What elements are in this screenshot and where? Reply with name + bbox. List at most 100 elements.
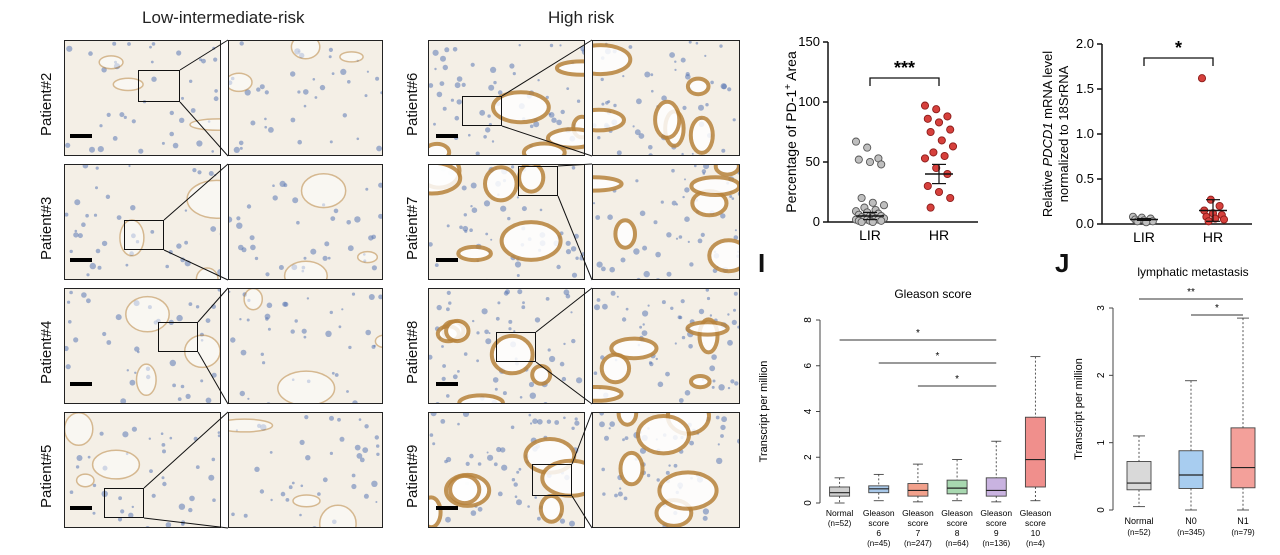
box [829,486,851,497]
row-label-patient-7: Patient#7 [404,196,421,260]
y-axis-label-line2: normalized to 18SrRNA [1056,65,1071,202]
overview-tile [428,412,585,528]
y-tick-label: 50 [806,154,820,169]
data-point [923,181,932,191]
zoom-region-box [138,70,180,102]
data-point [920,101,930,110]
y-axis-label: Percentage of PD-1+ Area [783,51,799,213]
data-point [932,105,941,114]
y-label-sup: + [783,84,794,90]
data-point [946,125,955,134]
x-tick-label: Gleason [941,508,973,518]
x-tick-label: 7 [916,528,921,538]
zoom-region-box [158,322,198,352]
data-point [937,136,946,145]
x-tick-label: (n=52) [828,519,852,528]
data-point [926,203,935,212]
y-tick-label: 8 [803,317,814,323]
significance-bracket [1143,57,1214,66]
title-low-intermediate-risk: Low-intermediate-risk [142,8,305,27]
x-tick-label: 10 [1031,528,1041,538]
zoom-region-box [532,464,572,496]
zoom-tile [592,412,740,528]
data-point [877,216,886,225]
data-point [926,127,935,137]
significance-label: * [1215,303,1219,314]
chart-pd1-area: 0 50 100 150 LIR HR *** Percentage of PD-1+ Are… [783,34,978,243]
x-tick-label: 9 [994,528,999,538]
box [1126,461,1152,491]
y-tick-label: 0 [813,214,820,229]
box [1024,416,1046,488]
chart-lymphatic-metastasis: lymphatic metastasis 0 1 2 3 Transcript per m… [1073,265,1256,537]
box [985,477,1007,497]
x-tick-label: score [908,518,929,528]
y-label-gene: PDCD1 [1040,122,1055,166]
data-point [929,148,938,157]
x-tick-label: score [947,518,968,528]
x-tick-label: (n=136) [982,539,1010,548]
y-label-pre: Relative [1040,167,1055,218]
y-tick-label: 2 [1096,372,1107,378]
box [1178,450,1204,489]
significance-label: *** [894,58,915,78]
x-tick-label: N0 [1185,516,1197,526]
y-tick-label: 100 [798,94,820,109]
scale-bar [70,258,92,262]
x-tick-label: LIR [859,227,881,243]
row-label-patient-5: Patient#5 [38,444,55,508]
y-tick-label: 1.5 [1076,81,1094,96]
box [946,479,968,495]
data-point [934,187,944,197]
data-point [868,198,877,207]
y-label-post: mRNA level [1040,51,1055,123]
x-tick-label: score [868,518,889,528]
zoom-tile [228,164,383,280]
x-tick-label: (n=345) [1177,528,1205,537]
x-tick-label: LIR [1133,229,1155,245]
data-point [934,118,944,127]
data-point [877,160,886,169]
data-point [1219,215,1229,224]
x-tick-label: Gleason [902,508,934,518]
y-tick-label: 0 [803,500,814,506]
data-point [948,142,958,151]
scale-bar [70,506,92,510]
x-tick-label: (n=64) [945,539,969,548]
zoom-tile [228,288,383,404]
y-label-tail: Area [783,51,799,84]
x-tick-label: (n=52) [1127,528,1151,537]
significance-label: * [916,328,920,339]
row-label-patient-2: Patient#2 [38,72,55,136]
row-label-patient-3: Patient#3 [38,196,55,260]
zoom-region-box [104,488,144,518]
data-point [857,193,866,203]
data-point [854,155,863,164]
x-tick-label: score [986,518,1007,528]
row-label-patient-8: Patient#8 [404,320,421,384]
zoom-region-box [462,96,502,126]
chart-gleason-score: Gleason score 0 2 4 6 8 Transcript per million… [758,287,1052,548]
data-point [946,193,955,203]
data-point [865,157,875,167]
scale-bar [70,134,92,138]
x-tick-label: N1 [1237,516,1249,526]
x-tick-label: Gleason [863,508,895,518]
y-label-main: Percentage of PD-1 [783,90,799,213]
y-axis-label-line1: Relative PDCD1 mRNA level [1040,51,1055,217]
y-tick-label: 6 [803,363,814,369]
data-point [1197,74,1207,83]
zoom-region-box [124,220,164,250]
y-tick-label: 1 [1096,439,1107,445]
data-point [1215,201,1224,211]
zoom-tile [228,40,383,156]
data-point [863,143,872,152]
x-tick-label: Gleason [980,508,1012,518]
x-tick-label: (n=45) [867,539,891,548]
zoom-region-box [496,332,536,362]
y-axis-label: Transcript per million [758,361,770,463]
zoom-tile [592,164,740,280]
x-tick-label: Gleason [1020,508,1052,518]
x-tick-label: score [1025,518,1046,528]
row-label-patient-4: Patient#4 [38,320,55,384]
